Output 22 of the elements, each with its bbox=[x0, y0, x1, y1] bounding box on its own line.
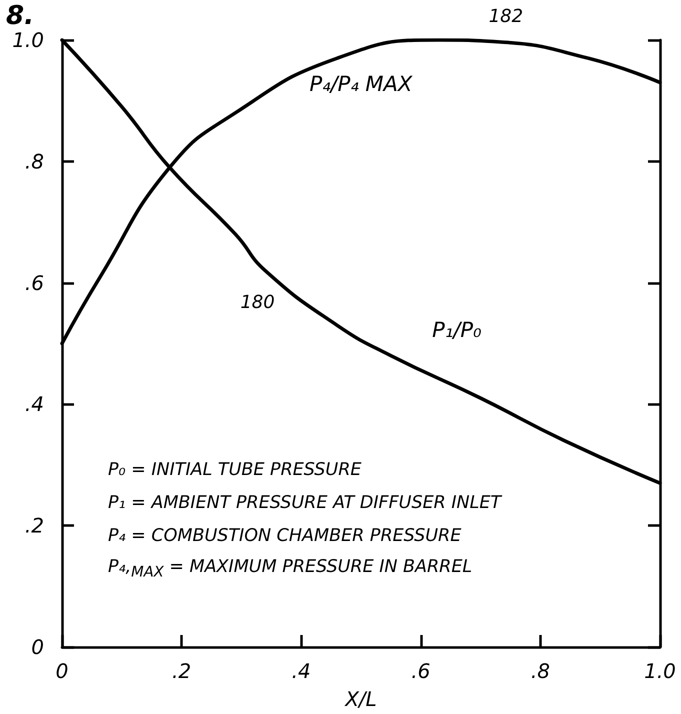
annotation: P₄,$_{MAX}$ = MAXIMUM PRESSURE IN BARREL bbox=[108, 557, 472, 580]
x-tick-label: .6 bbox=[411, 659, 430, 683]
annotation: P₀ = INITIAL TUBE PRESSURE bbox=[108, 460, 362, 480]
annotation: 180 bbox=[240, 292, 275, 314]
x-axis-title: X/L bbox=[344, 687, 377, 711]
x-tick-label: .4 bbox=[292, 659, 311, 683]
annotation: P₄ = COMBUSTION CHAMBER PRESSURE bbox=[108, 526, 462, 546]
y-tick-label: .4 bbox=[24, 392, 44, 416]
y-tick-label: .6 bbox=[24, 270, 44, 295]
y-tick-label: .8 bbox=[24, 149, 44, 174]
x-tick-label: 1.0 bbox=[644, 659, 676, 683]
y-tick-label: .2 bbox=[24, 514, 44, 538]
y-tick-label: 1.0 bbox=[12, 28, 44, 52]
x-tick-label: 0 bbox=[56, 659, 68, 683]
x-tick-label: .8 bbox=[530, 659, 550, 683]
chart-title: 8. bbox=[6, 1, 34, 31]
annotation: 182 bbox=[488, 6, 524, 26]
x-tick-label: .2 bbox=[172, 659, 192, 683]
y-tick-label: 0 bbox=[31, 635, 44, 659]
series-label: P₄/P₄ MAX bbox=[310, 72, 412, 96]
annotation: P₁ = AMBIENT PRESSURE AT DIFFUSER INLET bbox=[108, 493, 502, 513]
series-label: P₁/P₀ bbox=[432, 318, 482, 342]
